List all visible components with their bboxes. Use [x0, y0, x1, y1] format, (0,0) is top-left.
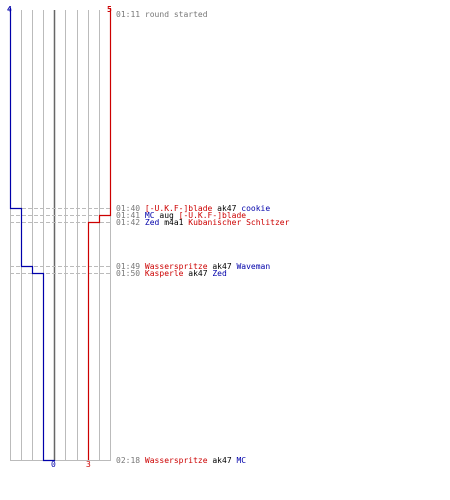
blue-team-step-line — [9, 10, 56, 462]
event-text: MC — [144, 211, 155, 220]
event-weapon: aug — [154, 211, 179, 220]
event-text: MC — [236, 456, 247, 465]
event-weapon: ak47 — [212, 204, 242, 213]
event-weapon: ak47 — [183, 269, 213, 278]
event-text: [-U.K.F-]blade — [178, 211, 247, 220]
red-team-step-line — [87, 10, 112, 460]
event-text: Kubanischer Schlitzer — [188, 218, 290, 227]
kill-feed-row: 01:49 Wasserspritze ak47 Waveman — [116, 262, 270, 271]
kill-feed-row: 01:41 MC aug [-U.K.F-]blade — [116, 211, 246, 220]
event-time: 01:42 — [116, 218, 141, 227]
kill-feed-row: 02:18 Wasserspritze ak47 MC — [116, 456, 246, 465]
event-time: 01:49 — [116, 262, 141, 271]
bottom-label-blue: 0 — [51, 460, 56, 469]
event-weapon: ak47 — [207, 456, 237, 465]
kill-feed-row: 01:40 [-U.K.F-]blade ak47 cookie — [116, 204, 270, 213]
top-label-red: 5 — [107, 5, 112, 14]
kill-feed-row: 01:11 round started — [116, 10, 208, 19]
top-label-blue: 4 — [7, 5, 12, 14]
event-text: round started — [144, 10, 208, 19]
kill-feed-row: 01:42 Zed m4a1 Kubanischer Schlitzer — [116, 218, 289, 227]
event-text: Zed — [144, 218, 160, 227]
event-text: Kasperle — [144, 269, 184, 278]
event-time: 01:50 — [116, 269, 141, 278]
event-text: Zed — [212, 269, 227, 278]
event-text: [-U.K.F-]blade — [144, 204, 213, 213]
event-time: 01:40 — [116, 204, 141, 213]
event-weapon: m4a1 — [159, 218, 189, 227]
kill-feed-row: 01:50 Kasperle ak47 Zed — [116, 269, 227, 278]
event-time: 01:41 — [116, 211, 141, 220]
event-text: Waveman — [236, 262, 271, 271]
event-text: cookie — [241, 204, 271, 213]
event-text: Wasserspritze — [144, 262, 208, 271]
event-text: Wasserspritze — [144, 456, 208, 465]
bottom-label-red: 3 — [86, 460, 91, 469]
event-time: 01:11 — [116, 10, 141, 19]
event-weapon: ak47 — [207, 262, 237, 271]
event-time: 02:18 — [116, 456, 141, 465]
